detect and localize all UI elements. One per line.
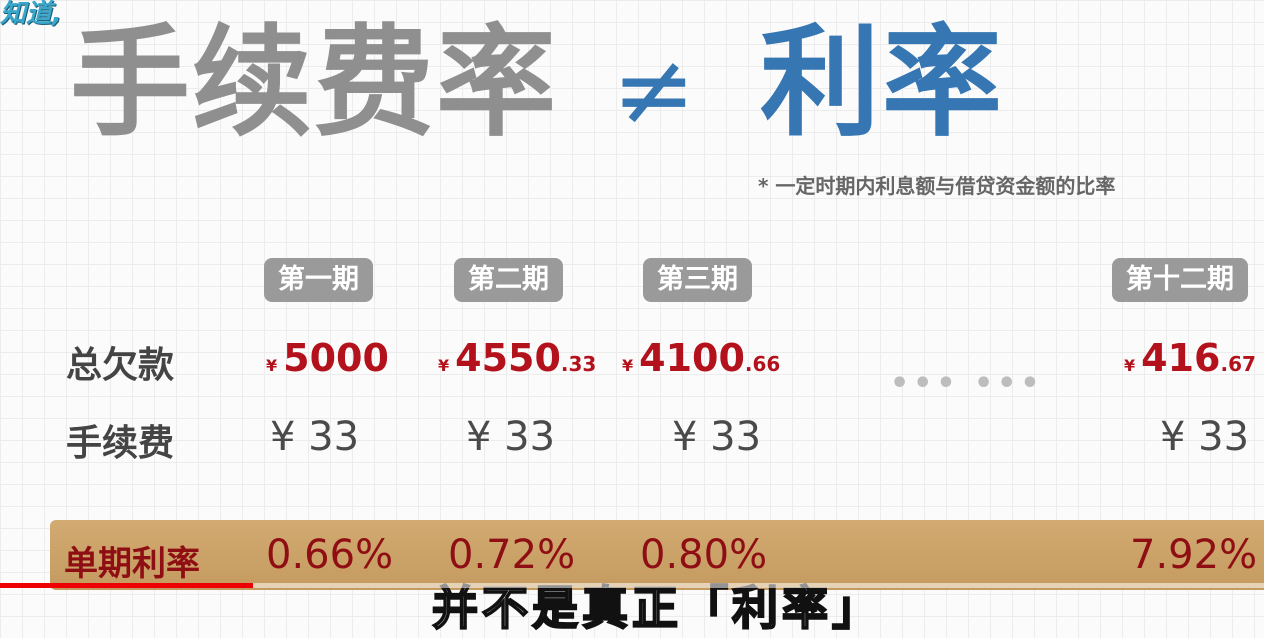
currency-symbol: ¥ [622,356,634,375]
footnote-definition: * 一定时期内利息额与借贷资金额的比率 [758,174,1116,198]
debt-integer: 4100 [639,336,745,380]
debt-integer: 416 [1141,336,1221,380]
rate-period-2: 0.72% [448,532,576,578]
period-12-badge: 第十二期 [1112,258,1248,302]
video-subtitle: 并不是真正「利率」 [431,580,882,636]
video-progress-track[interactable] [0,583,1264,588]
period-3-badge: 第三期 [643,258,752,302]
rate-period-1: 0.66% [266,532,394,578]
period-1-badge: 第一期 [264,258,373,302]
rate-period-12: 7.92% [1130,532,1258,578]
period-2-badge: 第二期 [454,258,563,302]
debt-period-3: ¥4100.66 [622,336,780,380]
total-debt-label: 总欠款 [66,345,175,386]
not-equal-sign: ≠ [612,31,696,148]
debt-decimal: .33 [560,352,597,376]
rate-label: 单期利率 [64,544,200,584]
debt-decimal: .67 [1220,352,1256,376]
video-progress-fill[interactable] [0,583,253,588]
fee-period-2: ¥ 33 [466,414,556,460]
title-fee-rate: 手续费率 [70,12,558,153]
currency-symbol: ¥ [438,356,450,375]
ellipsis-separator: ••• ••• [890,366,1044,401]
fee-label: 手续费 [66,423,175,464]
fee-period-12: ¥ 33 [1160,414,1250,460]
debt-period-2: ¥4550.33 [438,336,596,380]
rate-period-3: 0.80% [640,532,768,578]
debt-period-12: ¥416.67 [1124,336,1256,380]
rate-row-band [50,520,1264,590]
fee-period-1: ¥ 33 [270,414,360,460]
debt-decimal: .66 [744,352,781,376]
fee-period-3: ¥ 33 [672,414,762,460]
channel-logo: 知道, [0,0,62,29]
debt-integer: 5000 [283,336,389,380]
debt-period-1: ¥5000 [266,336,389,380]
currency-symbol: ¥ [1124,356,1136,375]
title-interest-rate: 利率 [760,12,1004,153]
debt-integer: 4550 [455,336,561,380]
currency-symbol: ¥ [266,356,278,375]
